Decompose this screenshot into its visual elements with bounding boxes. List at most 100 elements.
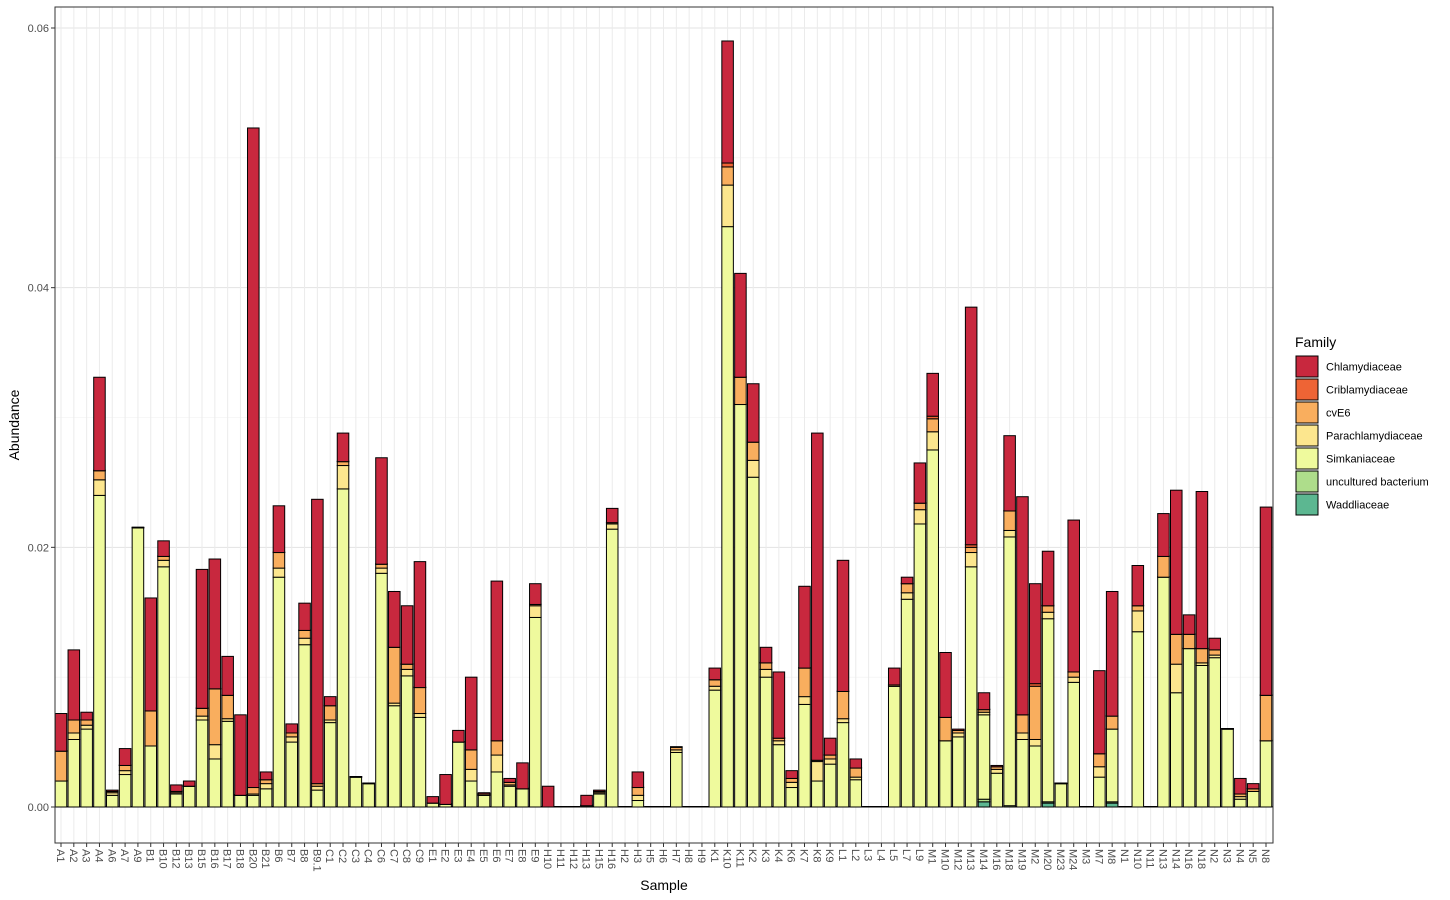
bar-segment-chlamydiaceae — [746, 383, 760, 443]
bar-segment-simkaniaceae — [195, 719, 209, 808]
bar-segment-chlamydiaceae — [1118, 806, 1132, 808]
x-tick-label: N3 — [1221, 849, 1233, 863]
bar-segment-chlamydiaceae — [1003, 435, 1016, 512]
bar-segment-chlamydiaceae — [913, 462, 927, 504]
x-tick-label: K4 — [772, 849, 784, 862]
x-tick-label: H8 — [682, 849, 694, 863]
bar-segment-simkaniaceae — [208, 758, 222, 808]
x-tick-label: A7 — [118, 849, 130, 862]
x-tick-label: H13 — [580, 849, 592, 869]
bar-segment-chlamydiaceae — [1208, 637, 1221, 651]
bar-stack-K6 — [785, 770, 798, 808]
bar-stack-B17 — [221, 655, 234, 808]
bar-stack-E8 — [516, 762, 529, 808]
x-tick-label: E2 — [439, 849, 451, 862]
bar-segment-waddliaceae — [977, 801, 991, 808]
bar-segment-chlamydiaceae — [952, 728, 965, 731]
bar-segment-cve6 — [118, 764, 132, 772]
bar-segment-parachlamydiaceae — [1003, 529, 1016, 538]
bar-stack-L7 — [900, 576, 914, 808]
bar-stack-N16 — [1182, 614, 1196, 808]
x-tick-label: M1 — [926, 849, 938, 864]
x-tick-label: E9 — [528, 849, 540, 862]
bar-segment-chlamydiaceae — [1246, 783, 1260, 790]
x-tick-label: A9 — [131, 849, 143, 862]
bar-segment-parachlamydiaceae — [746, 459, 760, 478]
bar-segment-simkaniaceae — [1157, 576, 1170, 808]
bar-segment-chlamydiaceae — [849, 758, 863, 769]
y-tick-label: 0.00 — [28, 802, 49, 814]
bar-segment-simkaniaceae — [400, 675, 414, 808]
bar-segment-parachlamydiaceae — [1028, 738, 1042, 747]
bar-segment-parachlamydiaceae — [529, 605, 542, 618]
bar-stack-C3 — [349, 776, 363, 808]
bar-segment-simkaniaceae — [464, 780, 478, 808]
bar-segment-cve6 — [708, 679, 722, 687]
bar-segment-chlamydiaceae — [388, 590, 401, 648]
bar-segment-chlamydiaceae — [234, 714, 247, 796]
x-tick-label: L9 — [913, 849, 925, 861]
x-tick-label: A3 — [80, 849, 92, 862]
bar-segment-chlamydiaceae — [1054, 782, 1068, 785]
bar-segment-parachlamydiaceae — [259, 783, 273, 790]
bar-stack-K2 — [746, 383, 760, 808]
bar-segment-simkaniaceae — [349, 776, 363, 808]
legend-label: Criblamydiaceae — [1326, 385, 1408, 397]
bar-segment-parachlamydiaceae — [708, 685, 722, 691]
x-tick-label: B18 — [233, 849, 245, 869]
x-tick-label: B7 — [285, 849, 297, 862]
bar-segment-simkaniaceae — [798, 703, 811, 808]
x-tick-label: C7 — [387, 849, 399, 863]
x-tick-label: B10 — [157, 849, 169, 869]
bar-stack-B1 — [144, 597, 158, 808]
bar-stack-C8 — [400, 605, 414, 808]
bar-segment-chlamydiaceae — [195, 568, 209, 709]
bar-segment-chlamydiaceae — [875, 806, 888, 808]
legend-key-waddliaceae — [1295, 493, 1319, 516]
bar-stack-H6 — [657, 806, 670, 808]
bar-stack-N8 — [1259, 506, 1273, 808]
bar-segment-parachlamydiaceae — [721, 184, 734, 228]
bar-segment-simkaniaceae — [1182, 648, 1196, 808]
bar-segment-simkaniaceae — [605, 528, 619, 808]
bar-segment-cve6 — [1028, 685, 1042, 740]
bar-segment-parachlamydiaceae — [118, 770, 132, 776]
bar-stack-K7 — [798, 585, 811, 808]
bar-segment-chlamydiaceae — [1234, 777, 1247, 795]
bar-segment-chlamydiaceae — [349, 776, 363, 778]
bar-segment-parachlamydiaceae — [926, 431, 939, 451]
bar-segment-simkaniaceae — [413, 716, 427, 808]
bar-stack-H9 — [695, 806, 709, 808]
x-tick-label: K2 — [746, 849, 758, 862]
x-tick-label: B20 — [246, 849, 258, 869]
y-axis: 0.00 0.02 0.04 0.06 — [28, 23, 55, 814]
bar-segment-parachlamydiaceae — [1041, 611, 1055, 620]
bar-segment-parachlamydiaceae — [900, 592, 914, 600]
bar-segment-simkaniaceae — [1016, 738, 1029, 808]
bar-segment-cve6 — [1259, 694, 1273, 742]
bar-segment-simkaniaceae — [811, 780, 824, 808]
bar-stack-L4 — [875, 806, 888, 808]
x-tick-label: N14 — [1169, 849, 1181, 869]
bar-stack-E1 — [426, 796, 440, 808]
x-tick-label: M10 — [939, 849, 951, 870]
bar-segment-cve6 — [1093, 753, 1106, 768]
x-tick-label: N2 — [1208, 849, 1220, 863]
bar-segment-simkaniaceae — [311, 789, 324, 808]
bar-segment-cve6 — [1041, 605, 1055, 613]
bar-segment-chlamydiaceae — [516, 762, 529, 790]
bar-stack-M10 — [939, 652, 952, 808]
x-axis-title: Sample — [640, 877, 688, 893]
bar-segment-simkaniaceae — [952, 736, 965, 808]
bar-segment-chlamydiaceae — [170, 784, 183, 792]
bar-stack-N4 — [1234, 777, 1247, 808]
legend-label: Chlamydiaceae — [1326, 362, 1402, 374]
bar-stack-H5 — [644, 806, 657, 808]
bar-segment-chlamydiaceae — [54, 713, 68, 752]
bar-stack-H8 — [682, 806, 696, 808]
bar-segment-chlamydiaceae — [336, 432, 350, 463]
x-tick-label: B16 — [208, 849, 220, 869]
bar-segment-chlamydiaceae — [247, 127, 260, 789]
x-tick-label: H9 — [695, 849, 707, 863]
bar-segment-simkaniaceae — [182, 785, 196, 808]
